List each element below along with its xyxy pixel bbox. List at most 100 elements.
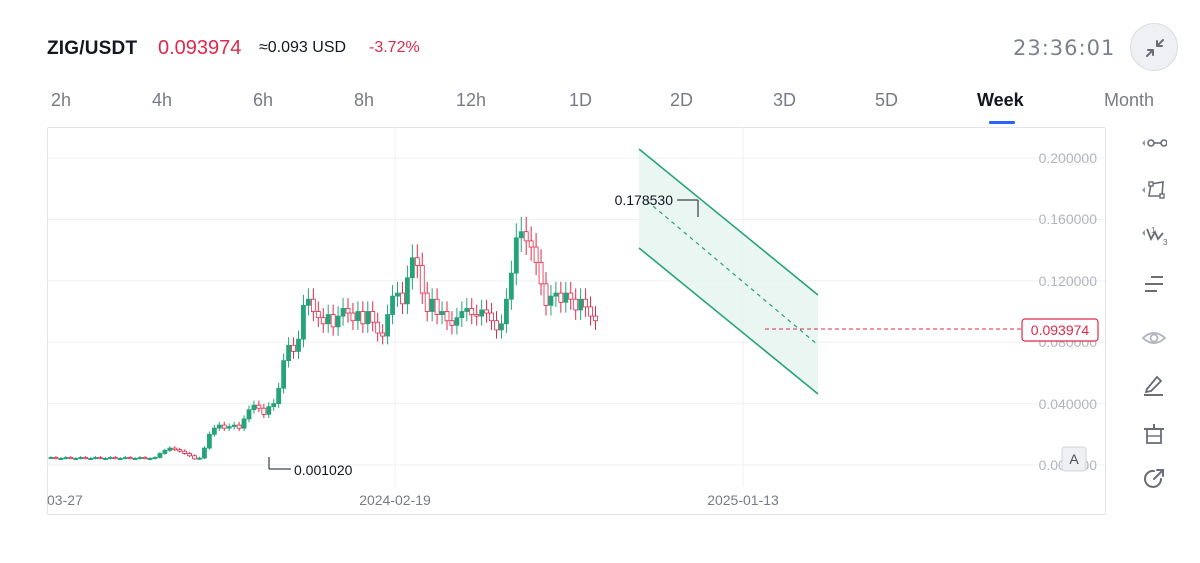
- channel-upper-line: [638, 148, 819, 296]
- rectangle-icon: [1142, 181, 1165, 199]
- collapse-icon: [1146, 39, 1164, 57]
- candle-up: [508, 272, 514, 300]
- collapse-button[interactable]: [1130, 23, 1178, 71]
- tab-month[interactable]: Month: [1104, 90, 1155, 110]
- candle-up: [479, 309, 485, 317]
- candle-down: [375, 321, 381, 334]
- candle-up: [162, 450, 168, 454]
- candle-up: [385, 314, 391, 337]
- active-tab-indicator: [989, 121, 1015, 124]
- candle-up: [276, 387, 282, 405]
- candle-up: [499, 323, 504, 331]
- candle-down: [112, 457, 118, 460]
- candle-up: [167, 447, 173, 451]
- candle-up: [202, 447, 207, 459]
- tab-8h[interactable]: 8h: [354, 90, 375, 110]
- candle-down: [360, 311, 366, 325]
- candles: [48, 216, 598, 460]
- candle-down: [256, 404, 262, 409]
- candle-down: [573, 298, 579, 311]
- candle-up: [271, 403, 277, 408]
- pattern-tool[interactable]: 1 3: [1135, 219, 1171, 251]
- pair-symbol[interactable]: ZIG/USDT: [47, 38, 138, 59]
- svg-text:3: 3: [1163, 238, 1168, 247]
- candle-down: [182, 450, 188, 454]
- pattern-icon: 1 3: [1142, 226, 1168, 247]
- tab-2h[interactable]: 2h: [51, 90, 72, 110]
- chart-grid: [47, 127, 1105, 487]
- price-chart[interactable]: 0.200000 0.160000 0.120000 0.080000 0.04…: [47, 127, 1107, 517]
- rectangle-tool[interactable]: [1135, 172, 1171, 204]
- candle-down: [469, 308, 475, 315]
- candle-down: [434, 298, 440, 315]
- candle-down: [528, 240, 534, 248]
- candle-down: [538, 261, 544, 285]
- candle-down: [370, 311, 376, 323]
- candle-up: [439, 311, 445, 315]
- approx-usd-price: ≈0.093 USD: [259, 39, 347, 56]
- candle-down: [523, 231, 529, 242]
- candle-down: [320, 317, 326, 325]
- date-axis-label: 2024-02-19: [359, 492, 431, 508]
- candle-up: [548, 295, 554, 306]
- candle-down: [588, 306, 593, 317]
- candle-down: [68, 457, 74, 460]
- channel-lower-line: [638, 247, 819, 395]
- candle-up: [325, 314, 331, 325]
- visibility-tool[interactable]: [1135, 322, 1171, 354]
- auto-scale-button: [1061, 446, 1087, 472]
- chart-overlays: 0.200000 0.160000 0.120000 0.080000 0.04…: [47, 150, 1099, 508]
- candle-up: [266, 406, 272, 415]
- candle-up: [63, 457, 69, 460]
- share-tool[interactable]: [1135, 462, 1171, 494]
- measure-tool[interactable]: [1135, 417, 1171, 449]
- header: ZIG/USDT 0.093974 ≈0.093 USD -3.72% 23:3…: [0, 0, 1200, 80]
- tab-3d[interactable]: 3D: [773, 90, 797, 110]
- candle-down: [350, 312, 356, 322]
- tab-2d[interactable]: 2D: [670, 90, 694, 110]
- draw-tool[interactable]: [1135, 367, 1171, 399]
- candle-up: [305, 298, 311, 306]
- candle-down: [583, 298, 588, 308]
- candle-down: [424, 292, 430, 312]
- candle-up: [390, 295, 395, 315]
- candle-up: [216, 424, 222, 429]
- horizontal-lines-tool[interactable]: [1135, 267, 1171, 299]
- tab-6h[interactable]: 6h: [253, 90, 274, 110]
- eye-icon: [1141, 332, 1167, 344]
- candle-up: [48, 457, 54, 460]
- candle-up: [122, 457, 128, 460]
- candle-up: [152, 457, 158, 460]
- candle-down: [330, 314, 336, 328]
- candle-down: [187, 453, 193, 457]
- candle-down: [593, 315, 598, 322]
- trendline-tool[interactable]: [1135, 127, 1171, 159]
- candle-down: [489, 312, 494, 322]
- tab-12h[interactable]: 12h: [456, 90, 487, 110]
- candle-up: [518, 231, 524, 239]
- tab-4h[interactable]: 4h: [152, 90, 173, 110]
- candle-up: [88, 457, 93, 460]
- candle-up: [409, 257, 415, 279]
- candle-down: [142, 457, 148, 460]
- candle-down: [449, 320, 455, 326]
- ruler-icon: [1144, 424, 1164, 444]
- tab-1d[interactable]: 1D: [569, 90, 593, 110]
- candle-up: [58, 457, 64, 460]
- chart-frame: [47, 127, 1106, 515]
- candle-down: [315, 311, 321, 319]
- candle-up: [335, 315, 341, 328]
- tab-5d[interactable]: 5D: [875, 90, 899, 110]
- candle-down: [310, 298, 316, 312]
- channel-fill: [639, 149, 818, 394]
- candle-up: [281, 360, 287, 389]
- candle-up: [578, 298, 584, 311]
- candle-up: [137, 457, 143, 460]
- date-axis-label: 03-27: [47, 492, 83, 508]
- candle-down: [192, 455, 197, 460]
- price-change-percent: -3.72%: [369, 39, 420, 56]
- pencil-icon: [1144, 375, 1163, 396]
- tab-week[interactable]: Week: [977, 90, 1024, 110]
- candle-down: [419, 265, 425, 294]
- candle-up: [226, 426, 232, 429]
